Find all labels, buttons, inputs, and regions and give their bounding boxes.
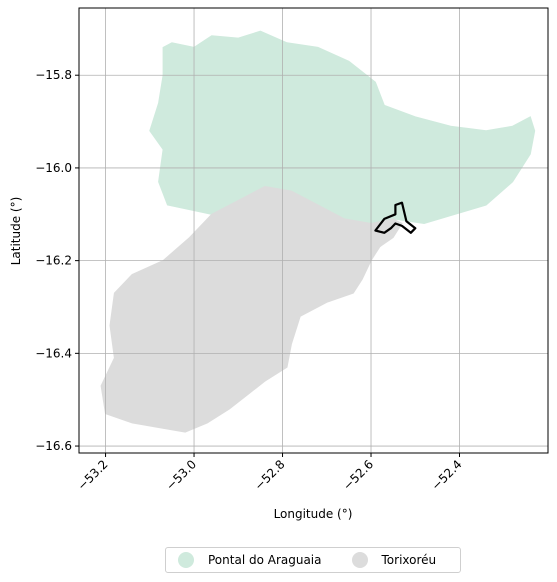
highlight-layer	[374, 201, 417, 234]
x-tick-label-4: −52.4	[429, 457, 465, 493]
x-tick-label-1: −53.0	[163, 457, 199, 493]
region-torixoreu	[100, 185, 403, 433]
legend: Pontal do Araguaia Torixoréu	[165, 547, 461, 573]
y-axis-label: Latitude (°)	[9, 197, 23, 266]
grid-layer	[79, 8, 548, 453]
legend-label-pontal: Pontal do Araguaia	[208, 553, 322, 567]
legend-item-pontal: Pontal do Araguaia	[178, 552, 322, 568]
legend-swatch-torixoreu	[351, 552, 368, 568]
regions-layer	[100, 30, 536, 433]
y-tick-label-3: −16.4	[35, 346, 72, 360]
y-tick-label-2: −16.2	[35, 254, 72, 268]
plot-frame	[78, 7, 549, 454]
highlight-outline	[374, 201, 417, 234]
x-axis: −53.2 −53.0 −52.8 −52.6 −52.4	[75, 453, 465, 493]
legend-item-torixoreu: Torixoréu	[351, 552, 437, 568]
x-tick-label-0: −53.2	[75, 457, 111, 493]
legend-swatch-pontal	[178, 552, 194, 568]
y-tick-label-1: −16.0	[35, 161, 72, 175]
y-tick-label-4: −16.6	[35, 439, 72, 453]
y-tick-label-0: −15.8	[35, 68, 72, 82]
map-chart: −53.2 −53.0 −52.8 −52.6 −52.4 −15.8 −16.0 −16.…	[9, 7, 549, 521]
x-tick-label-2: −52.8	[252, 457, 288, 493]
y-axis: −15.8 −16.0 −16.2 −16.4 −16.6	[35, 68, 79, 453]
x-tick-label-3: −52.6	[340, 457, 376, 493]
x-axis-label: Longitude (°)	[274, 507, 353, 521]
legend-label-torixoreu: Torixoréu	[381, 553, 437, 567]
region-pontal-do-araguaia	[149, 30, 536, 225]
